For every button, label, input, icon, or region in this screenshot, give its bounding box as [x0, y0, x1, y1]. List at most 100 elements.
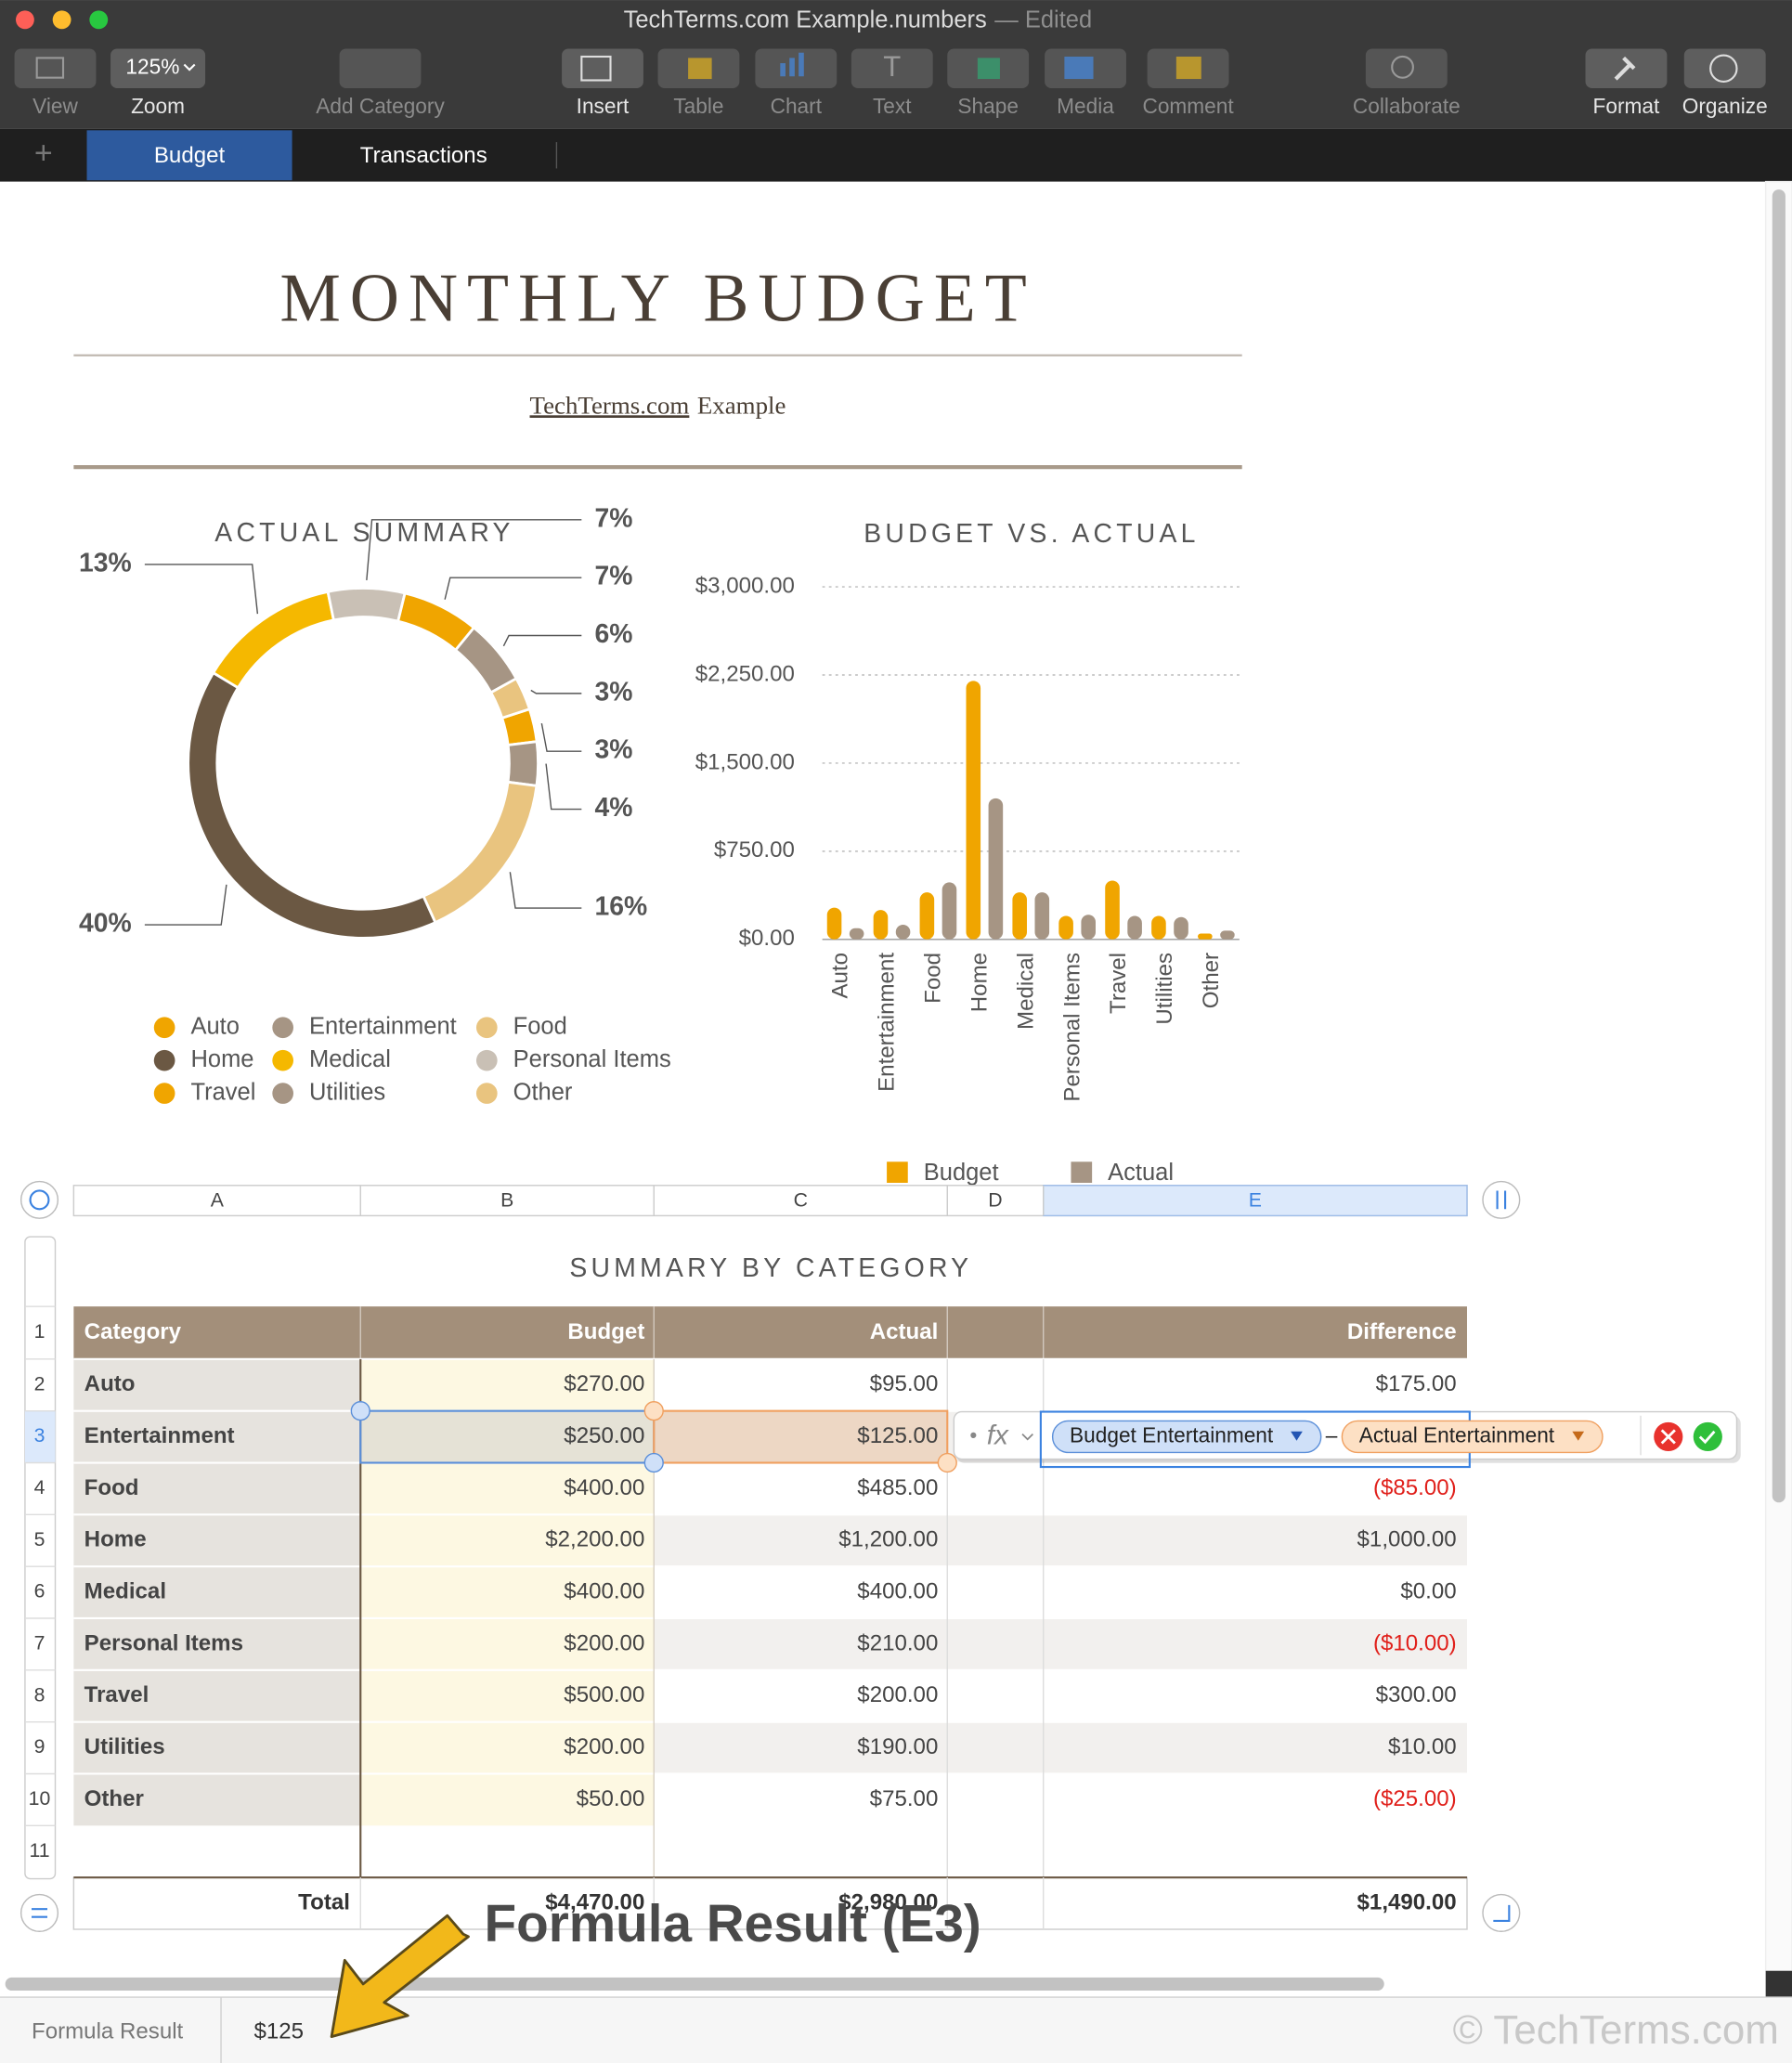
cell-text: ($85.00) [1373, 1475, 1457, 1500]
bar [1174, 916, 1188, 940]
data-label: 13% [79, 548, 132, 577]
cell-text: Other [84, 1786, 144, 1811]
table-handle[interactable] [1482, 1180, 1521, 1219]
horizontal-scroll-thumb[interactable] [5, 1977, 1384, 1992]
toolbar-label: Organize [1682, 94, 1768, 118]
cell-text: $50.00 [577, 1786, 645, 1811]
total-row [72, 1876, 1468, 1930]
subtitle: TechTerms.com Example [530, 391, 786, 419]
legend-swatch [153, 1017, 175, 1039]
cell-text: $250.00 [564, 1423, 644, 1448]
cell [73, 1514, 361, 1567]
icon [688, 58, 712, 80]
cell-text: Food [84, 1475, 139, 1500]
add-sheet[interactable]: + [34, 136, 53, 171]
x-tick-label: Other [1199, 953, 1224, 1008]
tab-bar [0, 128, 1792, 182]
accept-button[interactable] [1693, 1421, 1722, 1452]
reference-cell [653, 1409, 949, 1464]
minimize-button[interactable] [52, 10, 71, 30]
bar [966, 681, 981, 940]
y-tick-label: $2,250.00 [695, 661, 795, 686]
x-tick-label: Entertainment [875, 953, 900, 1092]
formula-token[interactable] [1051, 1420, 1322, 1454]
legend-swatch [153, 1049, 175, 1071]
close-button[interactable] [16, 10, 34, 30]
subtitle-link[interactable]: TechTerms.com [530, 391, 690, 419]
handle-icon [29, 1189, 50, 1211]
legend-swatch [272, 1083, 293, 1104]
toolbar-button[interactable] [1365, 48, 1448, 88]
cell-text: Utilities [84, 1734, 165, 1759]
cell-text: Auto [84, 1371, 136, 1396]
footer-bar [0, 1997, 1792, 2063]
legend-label: Budget [924, 1160, 999, 1186]
row-number: 1 [34, 1320, 45, 1343]
formula-token[interactable] [1341, 1420, 1604, 1454]
tab-label[interactable]: Budget [154, 143, 226, 168]
toolbar-button[interactable] [14, 48, 97, 88]
cell-text: $10.00 [1388, 1734, 1457, 1759]
vertical-scroll-thumb[interactable] [1772, 189, 1786, 1503]
zoom-value: 125% [125, 55, 179, 79]
legend-label: Actual [1108, 1160, 1174, 1186]
x-tick-label: Travel [1106, 953, 1131, 1014]
table-handle[interactable] [19, 1893, 59, 1932]
cell [360, 1669, 655, 1722]
toolbar-label: Format [1593, 94, 1660, 118]
toolbar-button[interactable] [339, 48, 422, 88]
cell-text: $485.00 [857, 1475, 938, 1500]
selection-handle[interactable] [937, 1452, 957, 1473]
total-cell: Total [298, 1889, 350, 1914]
cell-text: $210.00 [857, 1630, 938, 1655]
toolbar-button[interactable] [1683, 48, 1766, 88]
header-cell: Category [84, 1319, 182, 1344]
row-number: 6 [34, 1580, 45, 1602]
bar [919, 892, 935, 940]
y-tick-label: $3,000.00 [695, 573, 795, 598]
legend-swatch [475, 1049, 498, 1071]
selection-handle[interactable] [350, 1401, 370, 1421]
zoom-button[interactable] [89, 10, 109, 30]
data-label: 4% [594, 793, 632, 823]
tab-label[interactable]: Transactions [360, 143, 487, 168]
cell [73, 1773, 361, 1826]
cell-text: $200.00 [564, 1734, 644, 1759]
total-cell: $2,980.00 [838, 1889, 938, 1914]
toolbar-button[interactable] [755, 48, 838, 88]
toolbar-button[interactable] [110, 48, 206, 88]
cell [654, 1514, 1467, 1567]
icon [1175, 56, 1201, 80]
toolbar-label: Chart [771, 94, 823, 118]
toolbar-button[interactable] [562, 48, 643, 88]
cell [73, 1410, 361, 1463]
active-tab[interactable] [86, 130, 292, 181]
column-letter: A [211, 1188, 225, 1211]
cell [360, 1514, 655, 1567]
icon [1614, 56, 1636, 81]
icon [1391, 55, 1414, 79]
chart-title: ACTUAL SUMMARY [214, 518, 513, 548]
bar [826, 907, 842, 940]
table-title: SUMMARY BY CATEGORY [569, 1253, 972, 1283]
selection-handle[interactable] [643, 1452, 664, 1473]
handle-icon [1493, 1904, 1511, 1922]
bar [1220, 930, 1235, 940]
selection-handle[interactable] [643, 1401, 664, 1421]
formula-bullet: • [969, 1422, 977, 1447]
toolbar-label: Zoom [131, 94, 185, 118]
legend-label: Utilities [309, 1079, 385, 1105]
total-cell: $4,470.00 [545, 1889, 644, 1914]
toolbar-label: Shape [957, 94, 1019, 118]
leader-line [144, 564, 259, 615]
cell [360, 1410, 655, 1463]
cell-text: $1,200.00 [838, 1527, 938, 1552]
toolbar-button[interactable] [851, 48, 933, 88]
toolbar-label: Collaborate [1353, 94, 1461, 118]
chart-title: BUDGET VS. ACTUAL [864, 519, 1199, 549]
cell-text: $400.00 [564, 1578, 644, 1603]
table-handle[interactable] [1482, 1893, 1521, 1932]
bar [849, 928, 864, 940]
cell [73, 1462, 361, 1515]
table-handle[interactable] [19, 1180, 59, 1219]
